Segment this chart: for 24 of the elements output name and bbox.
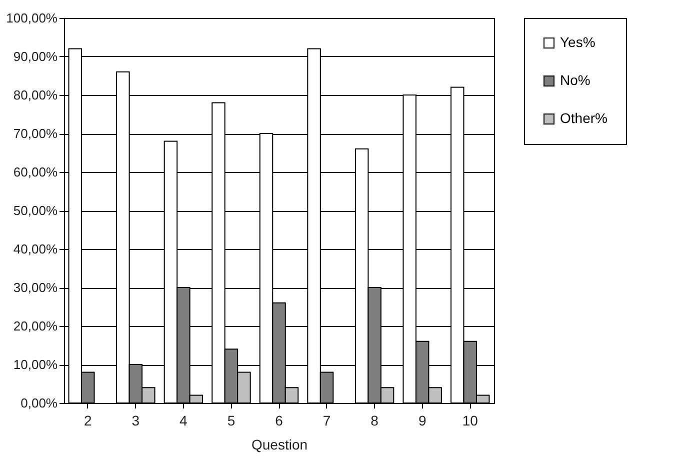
y-tick-label: 0,00% [20,396,58,410]
y-tick-label: 50,00% [13,203,58,218]
legend-label: Yes% [560,34,596,50]
y-tick-label: 40,00% [13,242,58,256]
x-tick-label: 5 [227,412,236,428]
y-tick-label: 30,00% [13,280,58,295]
x-tick-label: 10 [462,412,478,428]
x-tick-label: 4 [180,412,188,428]
x-tick-label: 8 [370,412,379,428]
y-tick-label: 10,00% [13,357,58,372]
x-tick-label: 6 [275,412,284,428]
y-tick-label: 20,00% [13,318,58,334]
legend-label: No% [560,72,590,88]
x-tick-label: 7 [322,412,331,428]
y-tick-label: 70,00% [13,126,58,141]
y-tick-label: 90,00% [13,49,58,64]
x-tick-label: 3 [132,412,140,428]
y-tick-label: 100,00% [6,10,58,26]
y-tick-label: 60,00% [13,164,58,180]
x-tick-label: 9 [418,412,426,428]
x-tick-label: 2 [84,412,92,428]
legend-label: Other% [560,110,608,126]
x-axis-title: Question [251,436,308,452]
y-tick-label: 80,00% [13,88,58,102]
